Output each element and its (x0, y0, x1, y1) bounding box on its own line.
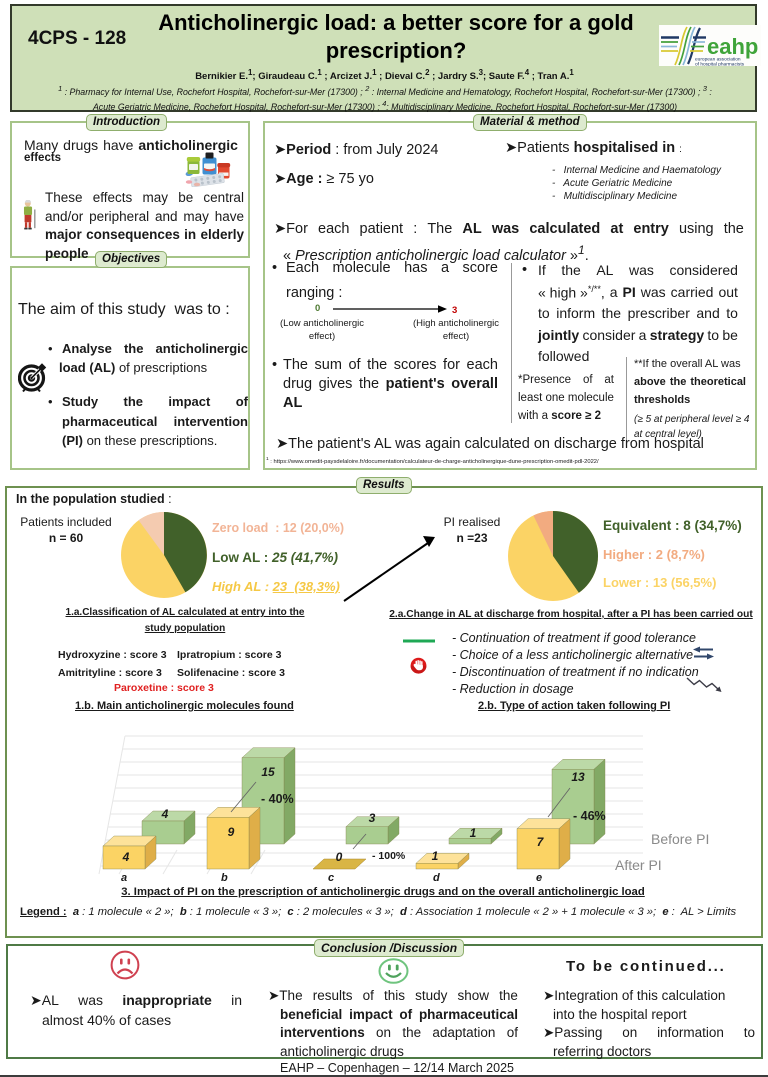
svg-text:4: 4 (122, 850, 130, 864)
svg-text:- 100%: - 100% (372, 850, 406, 862)
svg-text:13: 13 (571, 770, 585, 784)
svg-text:15: 15 (261, 765, 275, 779)
svg-text:0: 0 (336, 850, 343, 864)
svg-text:7: 7 (537, 835, 545, 849)
svg-text:eahp: eahp (707, 34, 758, 59)
svg-text:- 46%: - 46% (573, 809, 606, 823)
svg-text:4: 4 (161, 807, 169, 821)
svg-text:9: 9 (228, 825, 235, 839)
svg-text:3: 3 (369, 811, 376, 825)
svg-text:of hospital pharmacists: of hospital pharmacists (695, 62, 745, 67)
svg-text:- 40%: - 40% (261, 792, 294, 806)
svg-text:european association: european association (695, 57, 741, 63)
svg-text:1: 1 (470, 826, 477, 840)
svg-text:1: 1 (432, 849, 439, 863)
